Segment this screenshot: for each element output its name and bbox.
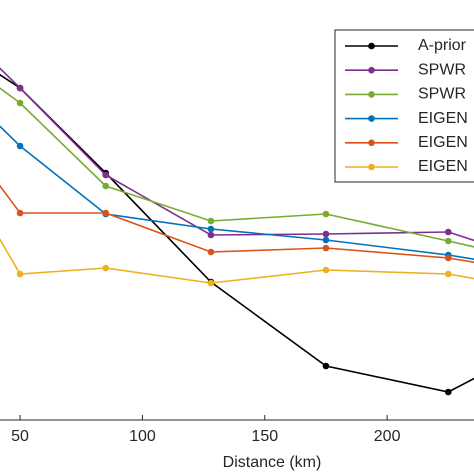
data-point: [207, 225, 215, 233]
data-point: [445, 270, 452, 278]
x-tick-label: 200: [374, 428, 401, 445]
data-point: [322, 244, 330, 252]
legend-label: EIGEN: [418, 158, 468, 175]
legend-marker: [368, 115, 375, 122]
data-point: [445, 388, 452, 396]
data-point: [322, 210, 330, 218]
x-tick-label: 50: [11, 428, 29, 445]
series-line: [0, 237, 474, 284]
data-point: [207, 279, 215, 287]
legend-marker: [368, 139, 375, 147]
data-point: [16, 142, 24, 150]
legend-marker: [368, 163, 375, 171]
data-point: [207, 217, 215, 225]
data-point: [16, 84, 24, 92]
legend-marker: [368, 91, 375, 98]
data-point: [16, 270, 24, 278]
data-point: [102, 171, 110, 179]
data-point: [322, 362, 330, 370]
x-tick-label: 150: [251, 428, 278, 445]
x-tick-label: 100: [129, 428, 156, 445]
legend-marker: [368, 66, 375, 74]
legend-label: A-prior: [418, 37, 467, 54]
data-point: [16, 209, 24, 217]
series-line: [0, 184, 474, 264]
legend-marker: [368, 42, 375, 50]
x-axis-label: Distance (km): [223, 454, 322, 471]
data-point: [102, 264, 110, 272]
legend-label: SPWR: [418, 61, 466, 78]
legend-label: SPWR: [418, 86, 466, 103]
data-point: [445, 237, 452, 245]
data-point: [207, 248, 215, 256]
data-point: [322, 266, 330, 274]
data-point: [445, 254, 452, 262]
legend-box: [334, 29, 474, 183]
legend-label: EIGEN: [418, 134, 468, 151]
data-point: [102, 182, 110, 190]
data-point: [207, 231, 215, 239]
legend-label: EIGEN: [418, 110, 468, 127]
data-point: [445, 228, 452, 236]
data-point: [322, 236, 330, 244]
plot-area: [0, 67, 474, 396]
data-point: [102, 209, 110, 217]
data-point: [16, 99, 24, 107]
data-point: [322, 230, 330, 238]
legend: A-prior SPWR SPWR EIGEN EIGEN EIGEN: [334, 29, 474, 183]
